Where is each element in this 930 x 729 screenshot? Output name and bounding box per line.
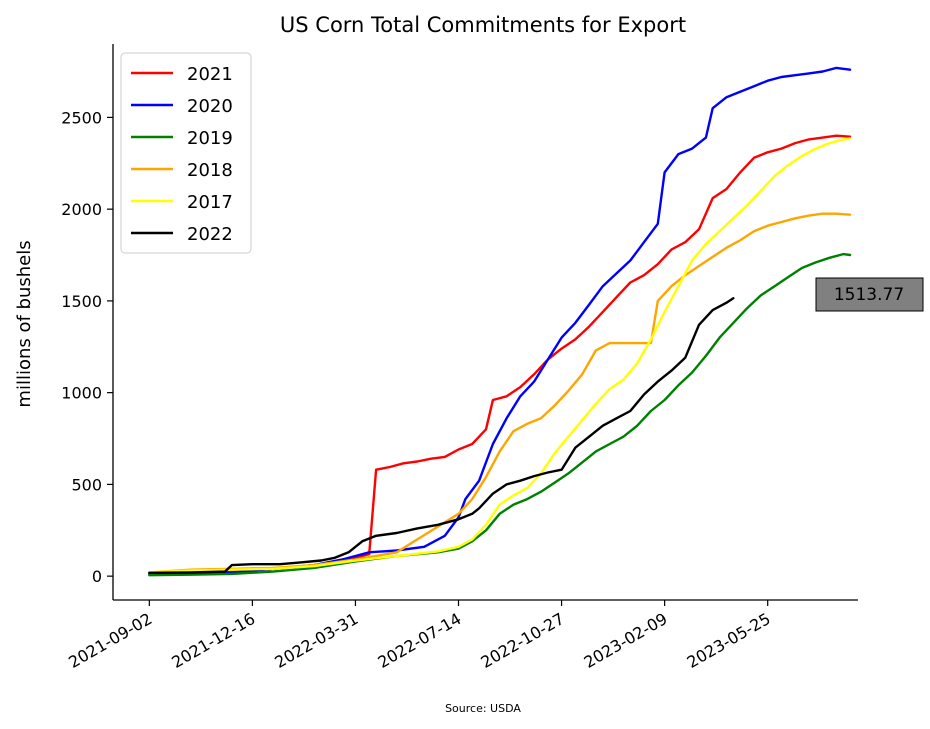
y-tick-label: 0 [92, 567, 102, 586]
y-axis: 0 500 1000 1500 2000 2500 [61, 108, 113, 586]
x-tick-label: 2021-09-02 [65, 609, 155, 672]
series-line-2022 [148, 297, 735, 574]
legend-box [120, 52, 252, 254]
y-tick-label: 2000 [61, 200, 102, 219]
value-callout: 1513.77 [815, 277, 924, 312]
series-lines [148, 66, 852, 577]
x-tick-label: 2022-07-14 [374, 609, 464, 672]
chart-title: US Corn Total Commitments for Export [280, 13, 686, 37]
y-tick-label: 2500 [61, 108, 102, 127]
x-tick-label: 2022-10-27 [478, 609, 568, 672]
x-tick-label: 2021-12-16 [168, 609, 258, 672]
legend-label: 2017 [187, 192, 233, 213]
series-line-2018 [148, 212, 852, 574]
legend-label: 2021 [187, 64, 233, 85]
y-tick-label: 500 [71, 475, 102, 494]
legend-label: 2022 [187, 224, 233, 245]
y-tick-label: 1000 [61, 384, 102, 403]
y-axis-label: millions of bushels [14, 240, 35, 407]
x-tick-label: 2023-02-09 [581, 609, 671, 672]
source-note: Source: USDA [445, 702, 521, 715]
series-line-2019 [148, 252, 852, 577]
y-tick-label: 1500 [61, 292, 102, 311]
x-tick-label: 2023-05-25 [684, 609, 774, 672]
callout-label: 1513.77 [834, 285, 904, 305]
series-line-2020 [148, 66, 852, 576]
callout-box [815, 277, 924, 312]
legend-label: 2019 [187, 128, 233, 149]
series-line-2017 [148, 137, 852, 574]
x-axis: 2021-09-02 2021-12-16 2022-03-31 2022-07-14… [65, 600, 774, 672]
x-tick-label: 2022-03-31 [271, 609, 361, 672]
legend-label: 2018 [187, 160, 233, 181]
legend: 2021 2020 2019 2018 2017 2022 [120, 52, 252, 254]
series-line-2021 [148, 134, 852, 575]
legend-label: 2020 [187, 96, 233, 117]
